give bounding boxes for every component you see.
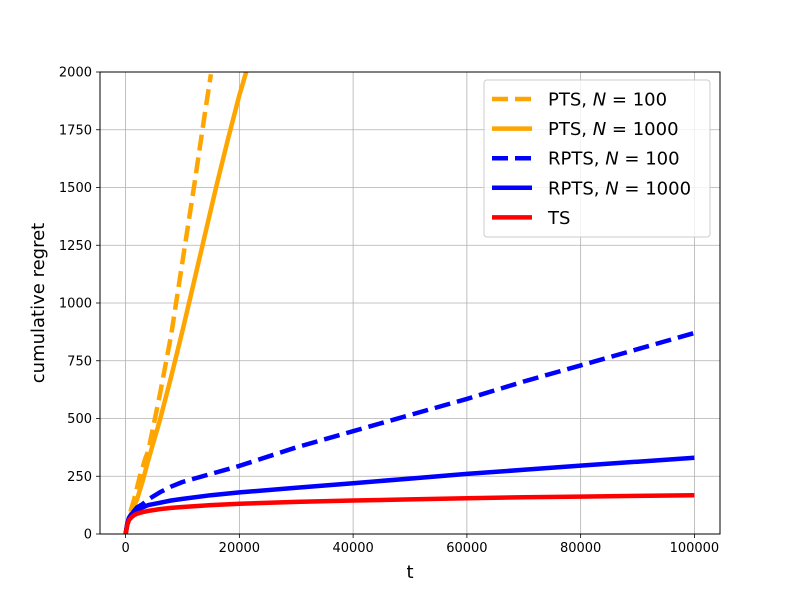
series-line-3 (123, 455, 695, 534)
y-axis-label: cumulative regret (28, 223, 49, 383)
x-axis-label: t (406, 562, 413, 583)
y-tick-label: 250 (67, 470, 92, 485)
legend-label-1: PTS, N = 1000 (548, 119, 679, 140)
legend-box (483, 79, 711, 238)
y-tick-label: 750 (67, 354, 92, 369)
y-tick-label: 1500 (59, 181, 92, 196)
x-tick-label: 80000 (560, 541, 601, 556)
series-line-0 (123, 73, 214, 534)
y-axis-ticks: 0 250 500 750 1000 1250 1500 1750 2000 (59, 66, 100, 543)
series-line-2 (123, 330, 696, 534)
x-tick-label: 40000 (332, 541, 373, 556)
series-line-4 (123, 492, 695, 534)
legend-label-0: PTS, N = 100 (548, 90, 667, 111)
legend-label-4: TS (547, 208, 570, 229)
x-axis-ticks: 0 20000 40000 60000 80000 100000 (121, 534, 719, 556)
legend: PTS, N = 100 PTS, N = 1000 RPTS, N = 100 RP… (483, 79, 711, 238)
legend-label-3: RPTS, N = 1000 (548, 178, 691, 199)
y-tick-label: 2000 (59, 66, 92, 81)
x-tick-label: 20000 (219, 541, 260, 556)
x-tick-label: 0 (121, 541, 129, 556)
y-tick-label: 1000 (59, 297, 92, 312)
y-tick-label: 0 (84, 528, 92, 543)
x-tick-label: 100000 (670, 541, 720, 556)
legend-label-2: RPTS, N = 100 (548, 149, 680, 170)
x-tick-label: 60000 (446, 541, 487, 556)
y-tick-label: 1250 (59, 239, 92, 254)
plot-series (123, 72, 696, 534)
y-tick-label: 1750 (59, 123, 92, 138)
y-tick-label: 500 (67, 412, 92, 427)
